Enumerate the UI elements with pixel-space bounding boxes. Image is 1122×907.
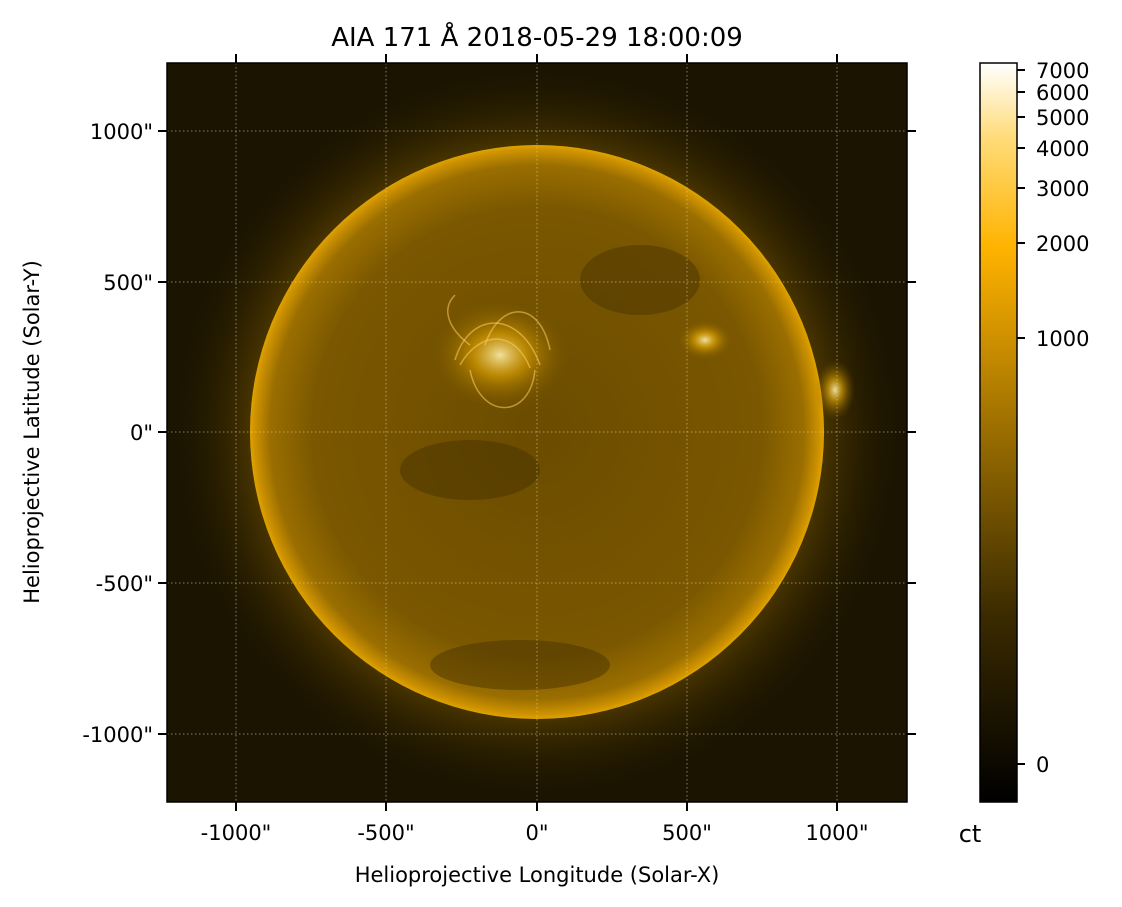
x-axis-label: Helioprojective Longitude (Solar-X) xyxy=(355,863,720,887)
colorbar-tick-label: 6000 xyxy=(1036,81,1089,105)
colorbar-tick-label: 4000 xyxy=(1036,137,1089,161)
y-tick-label: 0" xyxy=(130,421,153,445)
limb-flare xyxy=(815,360,855,420)
y-tick-label: -500" xyxy=(96,572,153,596)
colorbar-tick-label: 1000 xyxy=(1036,327,1089,351)
colorbar-unit-label: ct xyxy=(959,820,982,848)
x-tick-label: 1000" xyxy=(805,821,868,845)
solar-image xyxy=(167,63,907,802)
colorbar-tick-label: 2000 xyxy=(1036,232,1089,256)
dark-region xyxy=(430,640,610,690)
plot-title: AIA 171 Å 2018-05-29 18:00:09 xyxy=(331,21,743,53)
colorbar-tick-label: 5000 xyxy=(1036,106,1089,130)
colorbar-tick-label: 3000 xyxy=(1036,177,1089,201)
y-tick-label: 500" xyxy=(103,271,153,295)
coordinate-grid xyxy=(167,63,907,802)
dark-region xyxy=(400,440,540,500)
y-axis-label: Helioprojective Latitude (Solar-Y) xyxy=(20,260,44,604)
y-tick-label: 1000" xyxy=(90,120,153,144)
active-region xyxy=(430,300,570,410)
colorbar: 7000 6000 5000 4000 3000 2000 1000 0 ct xyxy=(959,59,1090,848)
colorbar-tick-label: 0 xyxy=(1036,753,1049,777)
x-tick-label: -500" xyxy=(357,821,414,845)
coronal-loops xyxy=(447,294,551,409)
x-tick-label: -1000" xyxy=(201,821,272,845)
x-tick-label: 500" xyxy=(662,821,712,845)
x-tick-label: 0" xyxy=(525,821,548,845)
colorbar-gradient xyxy=(979,62,1018,803)
active-region xyxy=(677,320,733,360)
y-tick-labels: 1000" 500" 0" -500" -1000" xyxy=(82,120,153,747)
x-tick-labels: -1000" -500" 0" 500" 1000" xyxy=(201,821,869,845)
tick-marks xyxy=(158,54,916,811)
colorbar-tick-label: 7000 xyxy=(1036,59,1089,83)
dark-region xyxy=(580,245,700,315)
y-tick-label: -1000" xyxy=(82,723,153,747)
